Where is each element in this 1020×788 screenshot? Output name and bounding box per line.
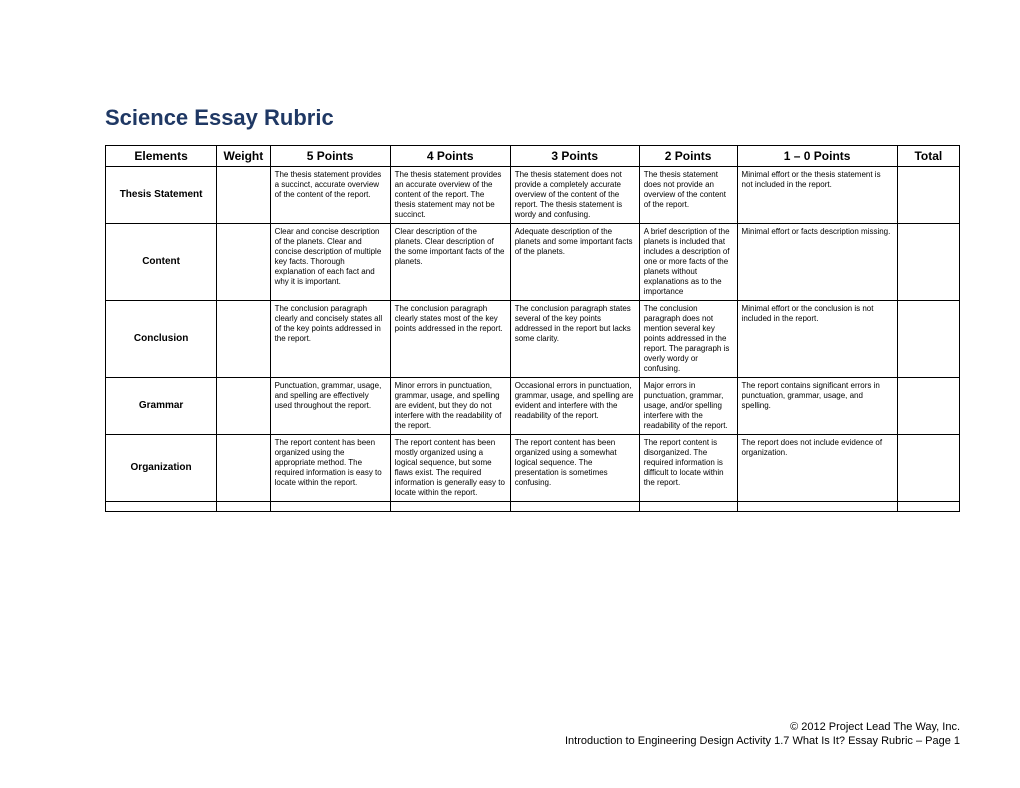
table-row: Conclusion The conclusion paragraph clea… xyxy=(106,301,960,378)
p2-cell: Major errors in punctuation, grammar, us… xyxy=(639,378,737,435)
page-footer: © 2012 Project Lead The Way, Inc. Introd… xyxy=(60,720,960,749)
col-weight: Weight xyxy=(217,146,270,167)
col-total: Total xyxy=(897,146,959,167)
col-p4: 4 Points xyxy=(390,146,510,167)
p1-cell: Minimal effort or the thesis statement i… xyxy=(737,167,897,224)
table-row: Thesis Statement The thesis statement pr… xyxy=(106,167,960,224)
col-p3: 3 Points xyxy=(510,146,639,167)
p5-cell: Punctuation, grammar, usage, and spellin… xyxy=(270,378,390,435)
p4-cell: The thesis statement provides an accurat… xyxy=(390,167,510,224)
col-p1: 1 – 0 Points xyxy=(737,146,897,167)
p2-cell: The report content is disorganized. The … xyxy=(639,435,737,502)
p5-cell: Clear and concise description of the pla… xyxy=(270,224,390,301)
col-p5: 5 Points xyxy=(270,146,390,167)
weight-cell xyxy=(217,301,270,378)
p2-cell: The conclusion paragraph does not mentio… xyxy=(639,301,737,378)
p5-cell: The thesis statement provides a succinct… xyxy=(270,167,390,224)
p3-cell: The thesis statement does not provide a … xyxy=(510,167,639,224)
p5-cell: The conclusion paragraph clearly and con… xyxy=(270,301,390,378)
element-label: Grammar xyxy=(106,378,217,435)
weight-cell xyxy=(217,378,270,435)
element-label: Organization xyxy=(106,435,217,502)
table-spacer-row xyxy=(106,502,960,512)
total-cell xyxy=(897,435,959,502)
p5-cell: The report content has been organized us… xyxy=(270,435,390,502)
col-elements: Elements xyxy=(106,146,217,167)
p2-cell: The thesis statement does not provide an… xyxy=(639,167,737,224)
p3-cell: Occasional errors in punctuation, gramma… xyxy=(510,378,639,435)
p1-cell: The report does not include evidence of … xyxy=(737,435,897,502)
footer-copyright: © 2012 Project Lead The Way, Inc. xyxy=(60,720,960,734)
table-row: Grammar Punctuation, grammar, usage, and… xyxy=(106,378,960,435)
element-label: Thesis Statement xyxy=(106,167,217,224)
weight-cell xyxy=(217,435,270,502)
total-cell xyxy=(897,167,959,224)
p2-cell: A brief description of the planets is in… xyxy=(639,224,737,301)
total-cell xyxy=(897,224,959,301)
table-header-row: Elements Weight 5 Points 4 Points 3 Poin… xyxy=(106,146,960,167)
p3-cell: The report content has been organized us… xyxy=(510,435,639,502)
p4-cell: Minor errors in punctuation, grammar, us… xyxy=(390,378,510,435)
total-cell xyxy=(897,301,959,378)
weight-cell xyxy=(217,167,270,224)
element-label: Content xyxy=(106,224,217,301)
p1-cell: Minimal effort or facts description miss… xyxy=(737,224,897,301)
rubric-table: Elements Weight 5 Points 4 Points 3 Poin… xyxy=(105,145,960,512)
total-cell xyxy=(897,378,959,435)
footer-page-info: Introduction to Engineering Design Activ… xyxy=(60,734,960,748)
p3-cell: Adequate description of the planets and … xyxy=(510,224,639,301)
weight-cell xyxy=(217,224,270,301)
table-row: Organization The report content has been… xyxy=(106,435,960,502)
p1-cell: The report contains significant errors i… xyxy=(737,378,897,435)
element-label: Conclusion xyxy=(106,301,217,378)
table-row: Content Clear and concise description of… xyxy=(106,224,960,301)
p4-cell: Clear description of the planets. Clear … xyxy=(390,224,510,301)
p4-cell: The report content has been mostly organ… xyxy=(390,435,510,502)
page-title: Science Essay Rubric xyxy=(105,105,960,131)
col-p2: 2 Points xyxy=(639,146,737,167)
p4-cell: The conclusion paragraph clearly states … xyxy=(390,301,510,378)
p3-cell: The conclusion paragraph states several … xyxy=(510,301,639,378)
p1-cell: Minimal effort or the conclusion is not … xyxy=(737,301,897,378)
table-body: Thesis Statement The thesis statement pr… xyxy=(106,167,960,512)
